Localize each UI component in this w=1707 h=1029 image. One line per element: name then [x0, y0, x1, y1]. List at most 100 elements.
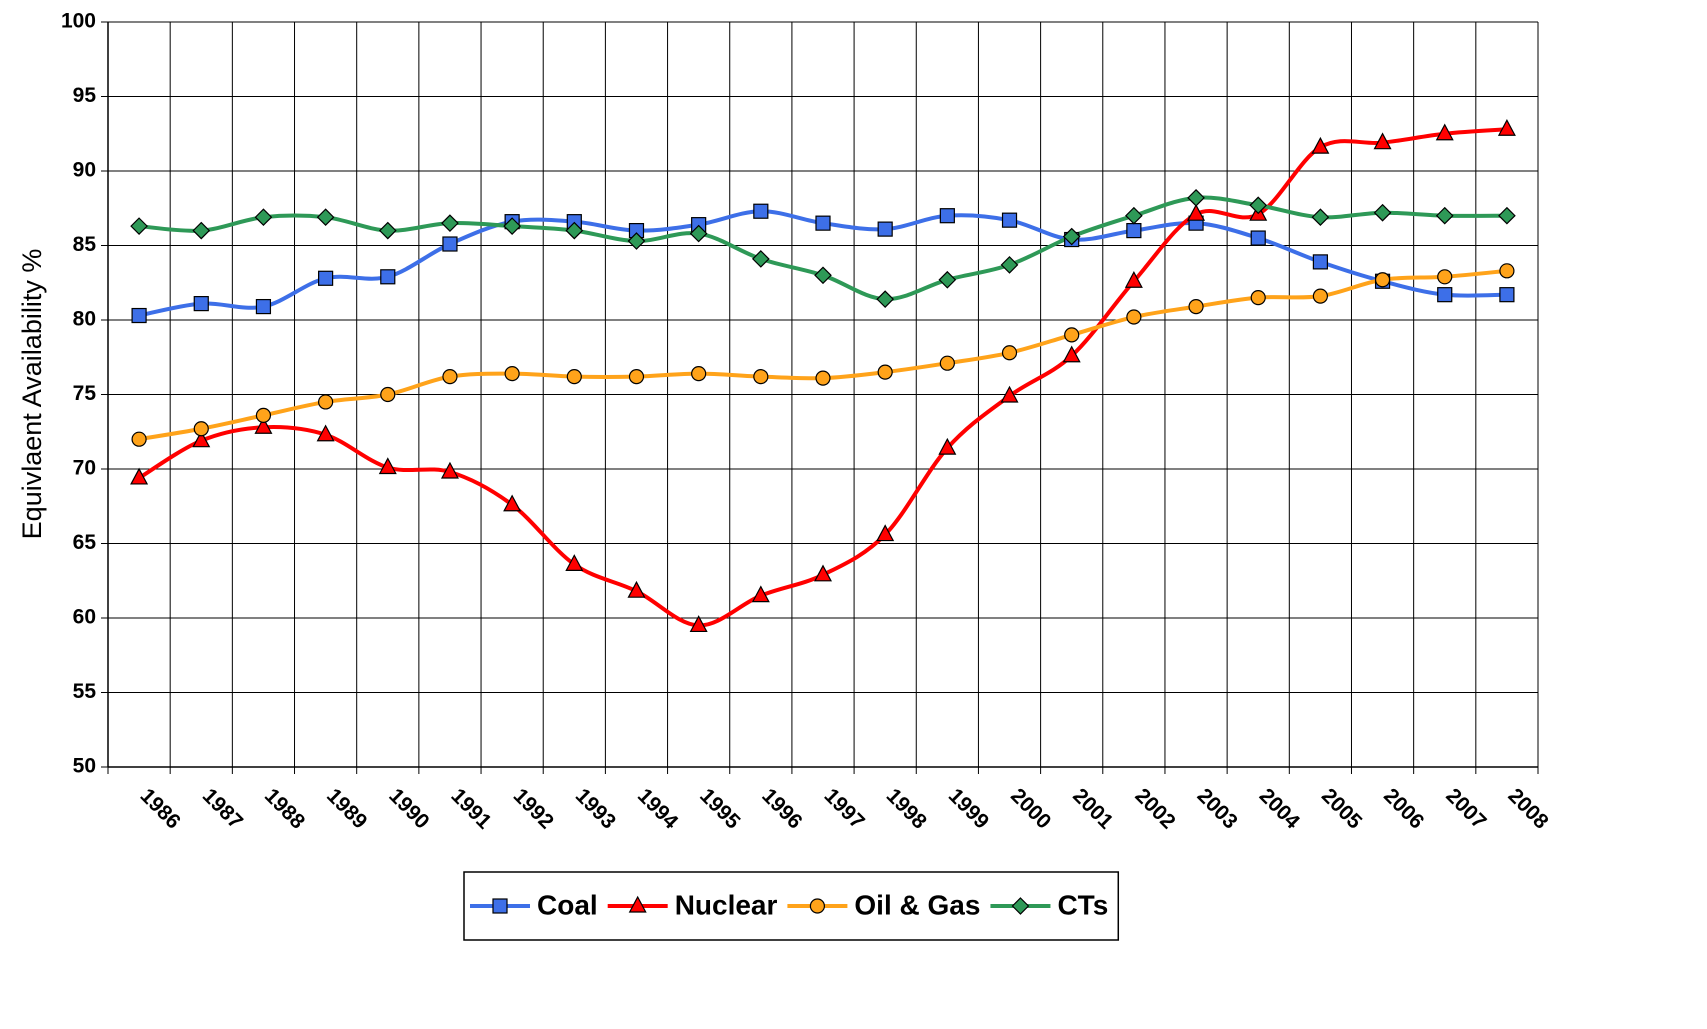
marker [1498, 206, 1516, 225]
marker [254, 417, 273, 434]
marker [503, 217, 521, 235]
marker [1125, 206, 1143, 225]
marker [751, 585, 770, 603]
series-line [138, 127, 1508, 628]
y-tick-label: 50 [73, 755, 96, 778]
marker [255, 407, 272, 423]
marker [1187, 188, 1205, 207]
marker [192, 430, 211, 448]
x-tick-label: 2007 [1441, 784, 1490, 833]
marker [378, 457, 397, 475]
y-tick-label: 75 [73, 382, 97, 405]
marker [1250, 230, 1266, 246]
marker [131, 307, 147, 324]
marker [876, 524, 895, 542]
marker [440, 461, 459, 479]
marker [1435, 123, 1454, 141]
marker [814, 266, 832, 285]
x-tick-label: 1997 [820, 784, 869, 833]
marker [130, 467, 149, 485]
y-tick-label: 100 [61, 10, 96, 33]
marker [1062, 227, 1081, 246]
marker [1437, 269, 1453, 285]
marker [380, 269, 396, 285]
marker [565, 221, 584, 240]
marker [130, 217, 148, 235]
x-tick-label: 2003 [1193, 784, 1242, 833]
marker [1312, 254, 1328, 270]
marker [938, 437, 957, 455]
x-tick-label: 1987 [198, 784, 247, 833]
marker [318, 270, 334, 286]
marker [442, 236, 458, 252]
marker [1126, 309, 1142, 325]
marker [689, 224, 708, 243]
y-tick-label: 60 [73, 606, 96, 629]
y-tick-label: 95 [73, 84, 97, 107]
marker [1312, 288, 1328, 304]
marker [939, 355, 955, 371]
marker [1499, 287, 1515, 303]
y-tick-label: 80 [73, 308, 96, 331]
x-tick-label: 1994 [633, 784, 683, 834]
marker [318, 394, 334, 410]
marker [1497, 119, 1516, 136]
marker [1437, 287, 1453, 303]
marker [1064, 327, 1080, 343]
x-tick-label: 1988 [260, 784, 310, 834]
marker [753, 203, 769, 219]
marker [193, 296, 209, 312]
marker [254, 208, 273, 227]
x-tick-label: 2008 [1503, 784, 1553, 834]
marker [1000, 256, 1019, 274]
marker [815, 215, 831, 231]
y-tick-label: 55 [73, 680, 97, 703]
x-tick-label: 1996 [757, 784, 806, 833]
marker [1250, 290, 1266, 306]
marker [131, 431, 147, 447]
marker [255, 298, 272, 315]
x-tick-label: 1998 [882, 784, 932, 834]
marker [378, 221, 397, 240]
marker [1435, 206, 1454, 225]
marker [628, 895, 647, 913]
marker [566, 369, 582, 385]
marker [1374, 272, 1391, 288]
x-tick-label: 2005 [1317, 784, 1367, 834]
marker [689, 615, 708, 633]
marker [441, 214, 459, 232]
y-tick-label: 90 [73, 159, 96, 182]
y-axis-label: Equivlaent Availability % [17, 249, 47, 540]
marker [1126, 223, 1142, 239]
marker [877, 364, 893, 380]
marker [691, 366, 707, 382]
x-tick-label: 2004 [1255, 784, 1305, 834]
marker [1373, 203, 1392, 222]
marker [753, 369, 769, 385]
marker [876, 290, 895, 308]
marker [1311, 208, 1330, 227]
marker [628, 369, 645, 385]
marker [938, 270, 957, 289]
marker [809, 898, 826, 914]
x-tick-label: 1992 [509, 784, 558, 833]
marker [442, 369, 458, 385]
x-tick-label: 1999 [944, 784, 993, 833]
marker [1062, 345, 1081, 363]
x-tick-label: 1990 [384, 784, 433, 833]
marker [1499, 263, 1515, 279]
marker [815, 370, 831, 386]
marker [1373, 132, 1392, 150]
marker [1187, 203, 1206, 221]
marker [565, 554, 584, 571]
marker [503, 494, 522, 512]
marker [1311, 136, 1330, 154]
marker [316, 424, 335, 442]
marker [380, 386, 396, 403]
x-tick-label: 2001 [1068, 784, 1118, 834]
marker [627, 580, 646, 598]
marker [1249, 196, 1268, 215]
marker [1011, 897, 1030, 915]
